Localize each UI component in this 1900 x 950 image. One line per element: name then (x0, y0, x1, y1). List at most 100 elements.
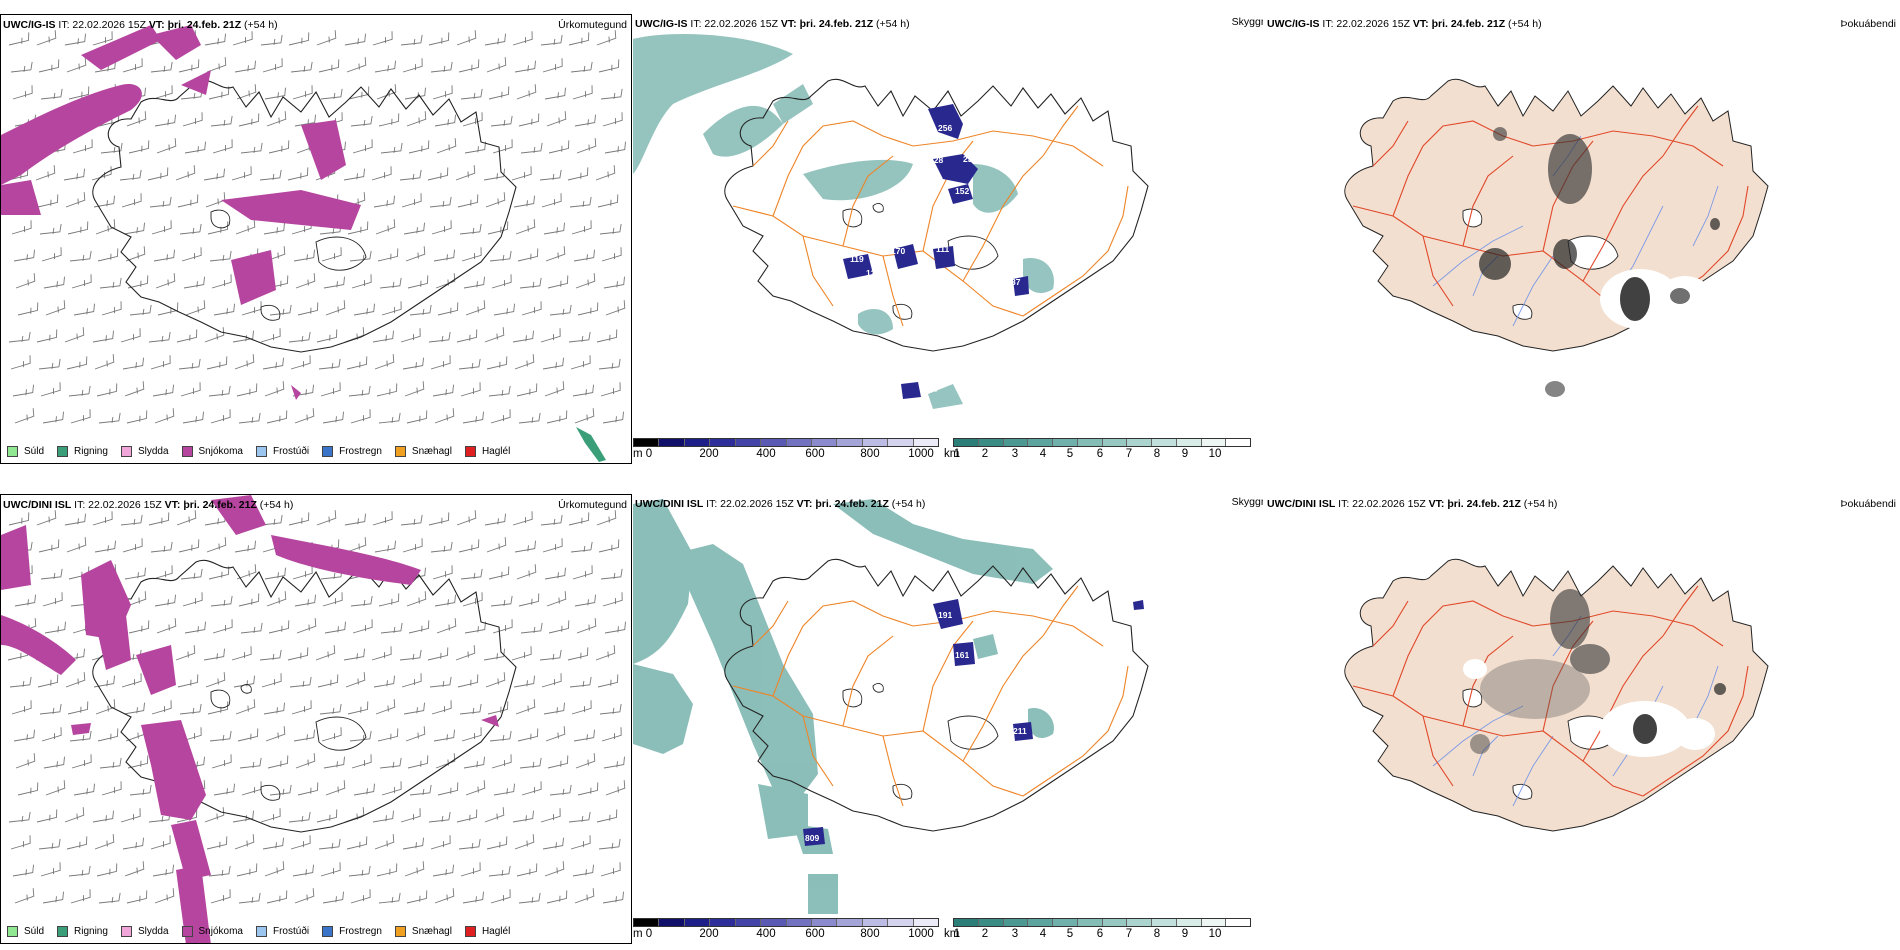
tick-label: 1000 (908, 448, 934, 460)
wind-barb (486, 537, 507, 553)
legend-item: Haglél (464, 446, 510, 457)
colorbar-cell (954, 919, 979, 926)
wind-barb (234, 540, 256, 553)
colorbar-cell (634, 919, 660, 926)
colorbar-cell (888, 439, 914, 446)
colorbar-cell (1127, 919, 1152, 926)
wind-barb (371, 646, 392, 661)
colorbar-cell (811, 919, 838, 926)
rain-area (576, 427, 606, 462)
wind-barb (491, 754, 512, 769)
wind-barb (599, 703, 622, 715)
ceiling-callout: 191 (938, 610, 952, 620)
wind-barb (261, 673, 282, 688)
wind-barb (260, 328, 281, 343)
wind-barb (437, 302, 459, 316)
wind-barb (155, 273, 176, 289)
wind-barb (37, 194, 59, 208)
colorbar-cell (1053, 919, 1078, 926)
wind-barb (430, 835, 451, 850)
wind-barb (463, 756, 485, 769)
wind-barb (208, 385, 231, 397)
visibility-unit: km (944, 928, 960, 940)
ceiling-callout: 170 (891, 246, 905, 256)
wind-barb (465, 300, 486, 316)
wind-barb (36, 30, 57, 46)
wind-barb (409, 784, 432, 796)
wind-barb (518, 593, 540, 607)
wind-barb (404, 861, 425, 877)
ceiling-colorbar (633, 918, 939, 927)
wind-barb (484, 327, 505, 343)
wind-barb (267, 755, 289, 769)
legend-swatch (255, 926, 267, 937)
wind-barb (206, 356, 228, 370)
legend-swatch (464, 926, 476, 937)
colorbar-cell (710, 439, 736, 446)
wind-barb (574, 114, 596, 127)
wind-barb (266, 410, 288, 424)
wind-barb (542, 357, 564, 370)
wind-barb (488, 566, 510, 580)
wind-barb (203, 168, 225, 181)
colorbar-cell (837, 439, 863, 446)
colorbar-cell (1201, 439, 1227, 446)
wind-barb (45, 780, 66, 796)
wind-barb (568, 811, 591, 823)
wind-barb (238, 892, 261, 904)
wind-barb (204, 807, 225, 823)
wind-barb (259, 169, 282, 181)
legend-item: Rigning (57, 446, 108, 457)
legend-swatch (120, 446, 132, 457)
wind-barb (156, 618, 177, 634)
wind-barb (293, 249, 315, 262)
wind-barb (268, 620, 290, 634)
wind-barb (73, 303, 95, 316)
wind-barb (237, 728, 259, 742)
panel-title: UWC/DINI ISL IT: 22.02.2026 15Z VT: þri.… (3, 499, 294, 511)
wind-barb (540, 514, 563, 526)
wind-barb (404, 87, 426, 100)
wind-barb (601, 727, 622, 742)
wind-barb (570, 355, 591, 370)
visibility-colorbar (953, 438, 1251, 447)
wind-barb (64, 33, 86, 46)
wind-barb (518, 892, 541, 904)
wind-barb (39, 223, 62, 235)
wind-barb (460, 88, 483, 100)
wind-barb (320, 382, 341, 397)
wind-barb (178, 539, 200, 553)
wind-barb (234, 834, 255, 850)
wind-barb (325, 780, 346, 796)
tick-label: 6 (1096, 928, 1104, 940)
wind-barb (457, 194, 479, 208)
wind-barb (490, 115, 513, 127)
wind-barb (179, 223, 202, 235)
wind-barb (182, 592, 203, 607)
wind-barb (572, 85, 593, 100)
wind-barb (545, 726, 566, 742)
wind-barb (574, 888, 595, 904)
wind-barb (406, 111, 427, 127)
wind-barb (517, 728, 539, 742)
wind-barb (67, 221, 89, 235)
wind-barb (573, 729, 595, 742)
wind-barb (42, 891, 64, 904)
wind-barb (540, 328, 561, 343)
wind-barb (208, 865, 231, 877)
panel-title: UWC/IG-IS IT: 22.02.2026 15Z VT: þri. 24… (3, 19, 278, 31)
legend-item: Snjókoma (181, 446, 243, 457)
wind-barb (511, 646, 532, 661)
wind-barb (11, 220, 32, 235)
wind-barb (322, 592, 343, 607)
wind-barb (297, 782, 319, 796)
wind-barb (462, 112, 483, 127)
legend-swatch (181, 446, 193, 457)
colorbar-cell (913, 919, 939, 926)
wind-barb (488, 385, 511, 397)
tick-label: 200 (699, 928, 719, 940)
wind-barb (374, 354, 395, 370)
wind-barb (9, 676, 32, 688)
tick-label: 10 (1208, 928, 1222, 940)
wind-barb (569, 676, 592, 688)
